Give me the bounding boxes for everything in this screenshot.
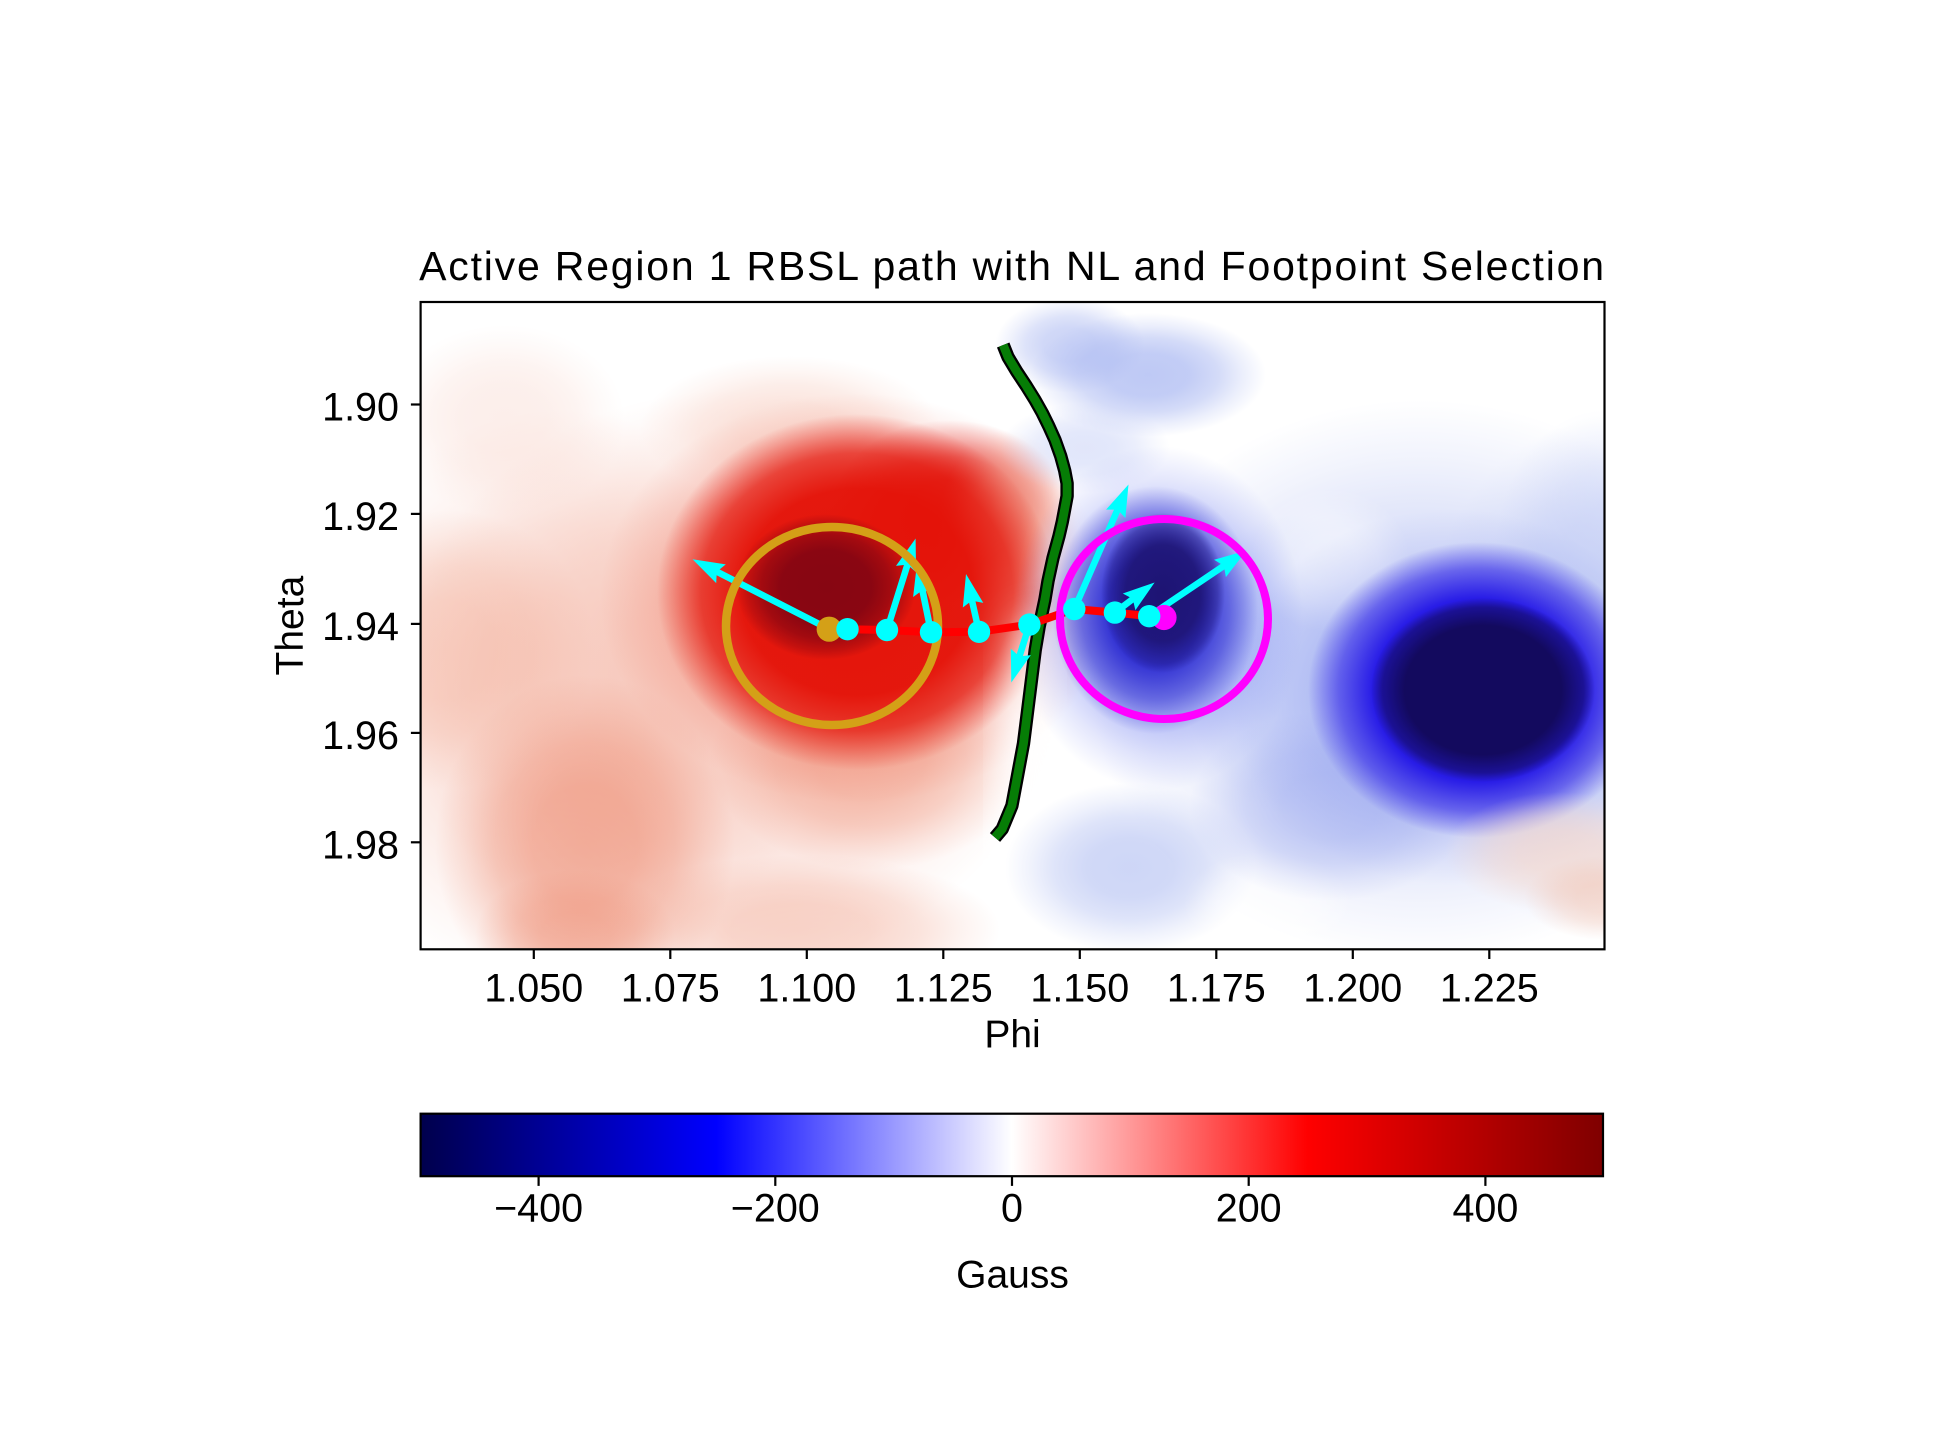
svg-text:1.98: 1.98 (322, 824, 399, 868)
svg-text:1.075: 1.075 (621, 966, 720, 1010)
svg-text:Theta: Theta (269, 575, 312, 675)
svg-text:400: 400 (1452, 1187, 1518, 1231)
svg-text:1.050: 1.050 (484, 966, 583, 1010)
svg-text:0: 0 (1001, 1187, 1023, 1231)
svg-text:1.92: 1.92 (322, 495, 399, 539)
svg-text:1.200: 1.200 (1303, 966, 1402, 1010)
svg-text:1.125: 1.125 (894, 966, 993, 1010)
svg-text:1.175: 1.175 (1167, 966, 1266, 1010)
svg-text:1.225: 1.225 (1440, 966, 1539, 1010)
svg-text:200: 200 (1216, 1187, 1282, 1231)
svg-text:1.100: 1.100 (757, 966, 856, 1010)
svg-text:Active Region 1 RBSL path with: Active Region 1 RBSL path with NL and Fo… (419, 243, 1606, 289)
svg-text:1.90: 1.90 (322, 386, 399, 430)
svg-text:1.96: 1.96 (322, 714, 399, 758)
svg-text:Gauss: Gauss (956, 1253, 1069, 1296)
svg-text:−200: −200 (731, 1187, 820, 1231)
svg-text:−400: −400 (494, 1187, 583, 1231)
svg-text:Phi: Phi (984, 1014, 1040, 1057)
svg-text:1.94: 1.94 (322, 605, 399, 649)
svg-text:1.150: 1.150 (1030, 966, 1129, 1010)
